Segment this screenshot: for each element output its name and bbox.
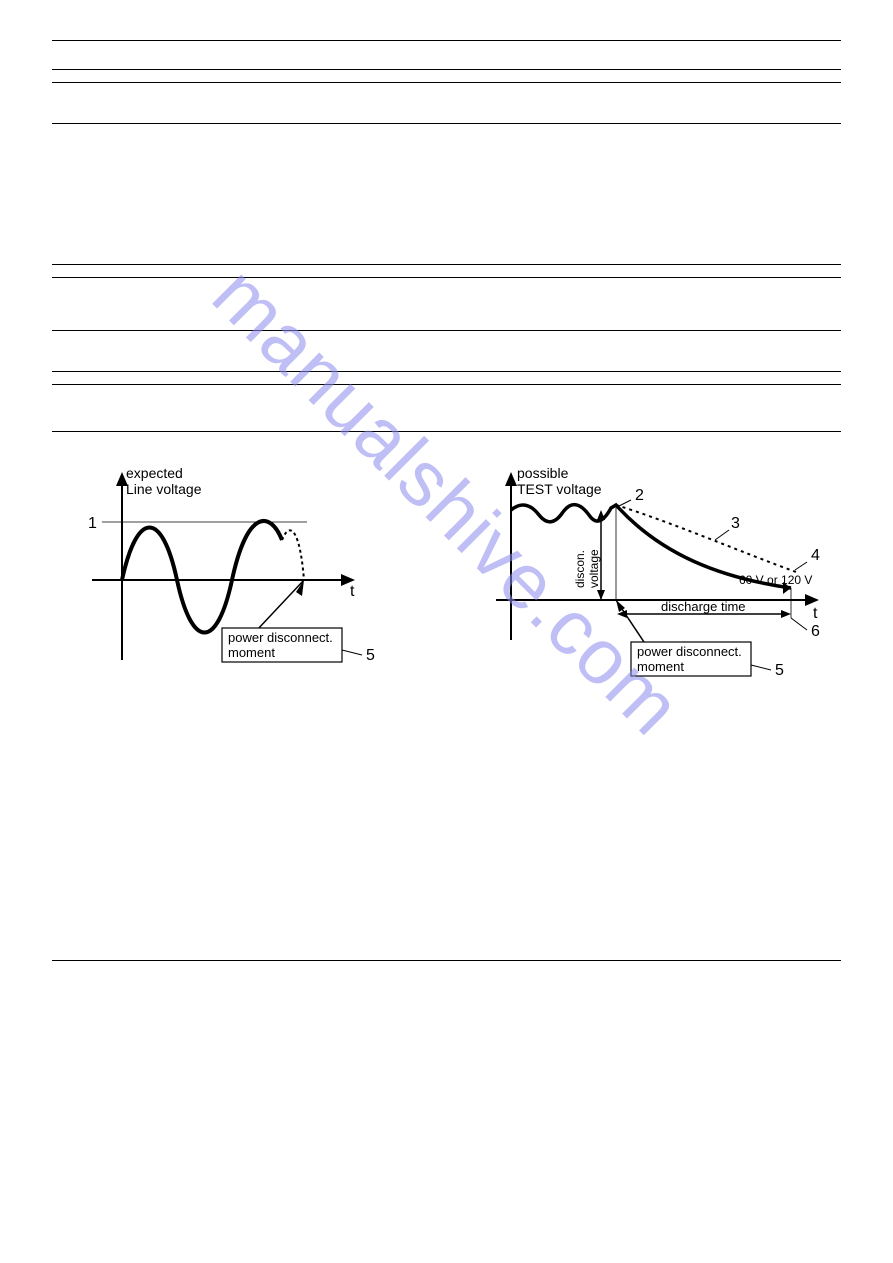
rule-top	[52, 40, 841, 41]
left-title-2: Line voltage	[126, 481, 202, 497]
right-discon-1: discon.	[573, 550, 587, 588]
right-diagram: possible TEST voltage t 2 3 4 60 V or 12…	[471, 460, 841, 700]
right-title-1: possible	[517, 465, 569, 481]
right-label-4: 4	[811, 547, 820, 564]
right-callout-num: 5	[775, 662, 784, 679]
rule-bottom	[52, 960, 841, 961]
rule-9	[52, 431, 841, 432]
left-diagram: expected Line voltage 1 t power disconne…	[52, 460, 382, 700]
right-callout-2: moment	[637, 659, 684, 674]
right-callout-1: power disconnect.	[637, 644, 742, 659]
right-label-3: 3	[731, 515, 740, 532]
right-label-6: 6	[811, 623, 820, 640]
diagrams-row: expected Line voltage 1 t power disconne…	[52, 460, 841, 700]
left-callout-1: power disconnect.	[228, 630, 333, 645]
right-limit: 60 V or 120 V	[739, 573, 812, 587]
left-label-1: 1	[88, 515, 97, 532]
right-label-2: 2	[635, 487, 644, 504]
left-callout-2: moment	[228, 645, 275, 660]
right-x-axis: t	[813, 605, 818, 622]
right-discon-2: voltage	[587, 549, 601, 588]
left-x-axis: t	[350, 583, 355, 600]
right-title-2: TEST voltage	[517, 481, 602, 497]
left-callout-num: 5	[366, 647, 375, 664]
left-title-1: expected	[126, 465, 183, 481]
right-discharge: discharge time	[661, 599, 746, 614]
